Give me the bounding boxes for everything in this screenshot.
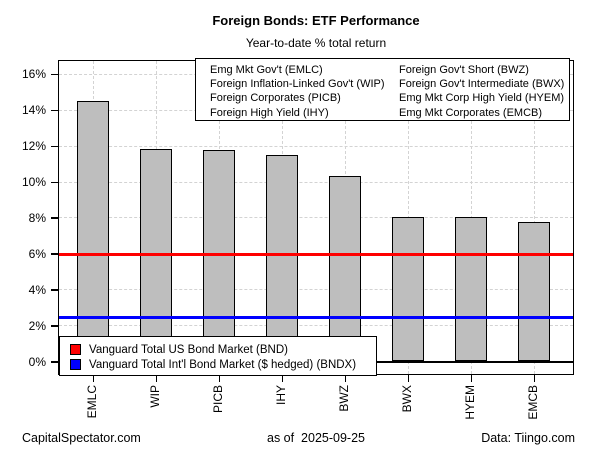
x-tick-IHY [281, 374, 283, 382]
etf-legend-item: Foreign Gov't Intermediate (BWX) [399, 78, 565, 91]
y-tick-16 [51, 73, 59, 76]
y-axis-label-8: 8% [28, 210, 46, 225]
h-gridline-4 [59, 289, 573, 291]
y-tick-2 [51, 325, 59, 327]
x-axis-label-EMCB: EMCB [526, 385, 540, 420]
etf-legend-item: Foreign High Yield (IHY) [210, 106, 329, 119]
x-axis-label-HYEM: HYEM [463, 385, 477, 420]
y-tick-10 [51, 181, 59, 183]
etf-legend-box: Emg Mkt Gov't (EMLC) Foreign Inflation-Li… [195, 58, 570, 121]
y-tick-8 [51, 217, 59, 219]
h-gridline-12 [59, 145, 573, 147]
y-axis-label-16: 16% [21, 67, 46, 82]
x-tick-BWX [407, 374, 409, 382]
y-axis-label-14: 14% [21, 103, 46, 118]
bar-EMCB [518, 221, 550, 361]
etf-legend-item: Emg Mkt Corporates (EMCB) [399, 106, 543, 119]
x-tick-WIP [155, 374, 157, 382]
y-tick-6 [51, 253, 59, 255]
x-axis-label-IHY: IHY [274, 385, 288, 406]
etf-legend-column-2: Foreign Gov't Short (BWZ) Foreign Gov't I… [399, 63, 564, 120]
benchmark-legend-label: Vanguard Total Int'l Bond Market ($ hedg… [89, 358, 357, 371]
chart-subtitle: Year-to-date % total return [245, 36, 387, 50]
y-axis-label-4: 4% [28, 282, 46, 297]
footer-source-left: CapitalSpectator.com [22, 431, 141, 445]
y-axis-label-12: 12% [21, 139, 46, 154]
y-axis-label-2: 2% [28, 318, 46, 333]
benchmark-legend-row: Vanguard Total US Bond Market (BND) [70, 342, 376, 357]
h-gridline-10 [59, 181, 573, 183]
x-tick-BWZ [344, 374, 346, 382]
bar-HYEM [455, 217, 487, 361]
footer-as-of-date: as of 2025-09-25 [267, 431, 365, 445]
y-tick-0 [51, 361, 59, 363]
etf-legend-item: Foreign Gov't Short (BWZ) [399, 64, 529, 76]
etf-legend-item: Emg Mkt Gov't (EMLC) [210, 64, 323, 76]
x-axis-label-BWX: BWX [400, 385, 414, 413]
etf-legend-item: Foreign Corporates (PICB) [210, 92, 341, 105]
y-tick-12 [51, 145, 59, 148]
x-axis-label-EMLC: EMLC [85, 385, 99, 419]
reference-line-bndx [59, 315, 573, 319]
x-tick-HYEM [470, 374, 472, 382]
x-tick-EMCB [533, 374, 535, 382]
benchmark-legend-label: Vanguard Total US Bond Market (BND) [89, 343, 288, 356]
etf-legend-item: Foreign Inflation-Linked Gov't (WIP) [210, 78, 385, 91]
etf-legend-column-1: Emg Mkt Gov't (EMLC) Foreign Inflation-Li… [210, 63, 399, 120]
y-tick-14 [51, 109, 59, 112]
x-axis-label-PICB: PICB [211, 385, 225, 414]
x-tick-PICB [218, 374, 220, 382]
chart-title: Foreign Bonds: ETF Performance [212, 13, 420, 28]
footer-source-right: Data: Tiingo.com [481, 431, 575, 445]
plot-area [59, 61, 573, 374]
benchmark-legend-row: Vanguard Total Int'l Bond Market ($ hedg… [70, 357, 376, 372]
x-axis-label-WIP: WIP [148, 385, 162, 408]
legend-swatch [70, 359, 81, 370]
y-axis-label-10: 10% [21, 175, 46, 189]
h-gridline-8 [59, 217, 573, 219]
bar-BWZ [329, 176, 361, 361]
y-axis-label-6: 6% [28, 246, 46, 261]
reference-line-bnd [59, 252, 573, 256]
y-axis-label-0: 0% [28, 354, 46, 369]
benchmark-legend-box: Vanguard Total US Bond Market (BND) Vangu… [59, 336, 377, 376]
h-gridline-2 [59, 325, 573, 327]
bar-BWX [392, 216, 424, 361]
legend-swatch [70, 344, 81, 355]
etf-legend-item: Emg Mkt Corp High Yield (HYEM) [399, 92, 565, 105]
bar-IHY [266, 154, 298, 361]
v-gridline-EMCB [534, 61, 535, 374]
y-tick-4 [51, 289, 59, 291]
x-tick-EMLC [92, 374, 94, 382]
bar-EMLC [77, 100, 109, 361]
x-axis-label-BWZ: BWZ [337, 385, 351, 412]
